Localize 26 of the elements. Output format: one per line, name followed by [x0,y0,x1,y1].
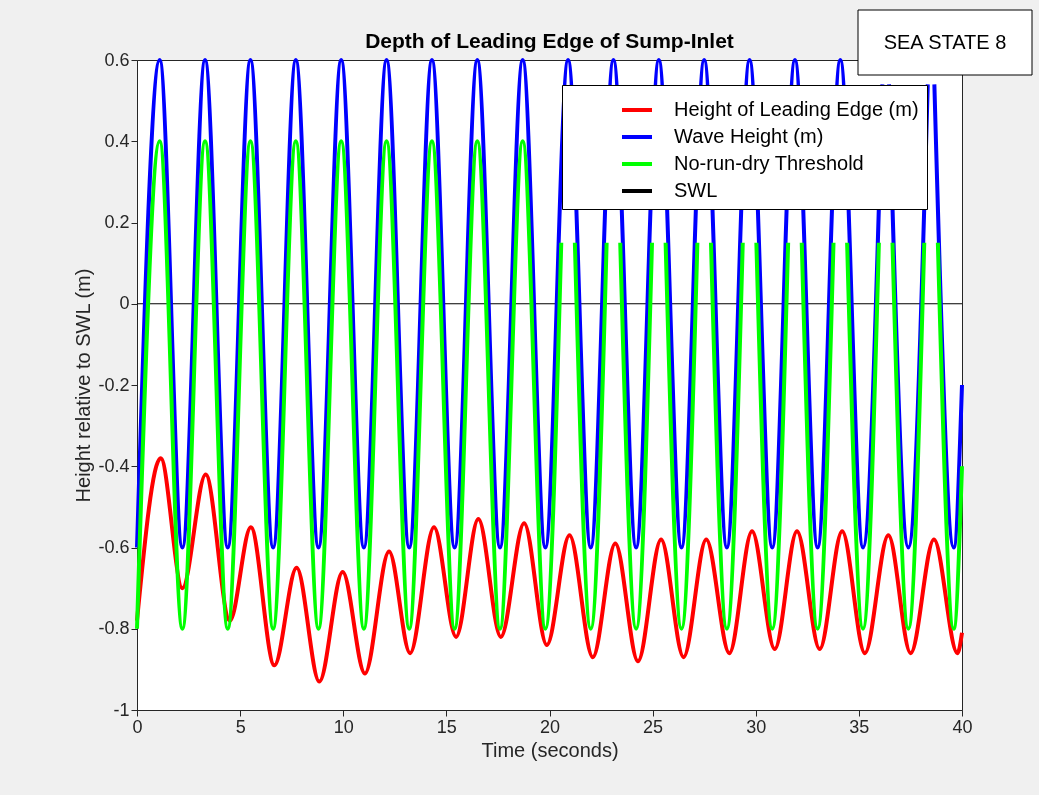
x-tick-label: 40 [952,716,973,737]
y-tick-label: -0.6 [98,537,130,557]
x-tick-label: 25 [643,716,664,737]
x-axis-title: Time (seconds) [481,738,619,761]
x-tick-label: 35 [849,716,870,737]
legend-label: Wave Height (m) [674,125,824,147]
x-tick-label: 30 [746,716,767,737]
x-tick-label: 10 [333,716,354,737]
y-tick-label: 0 [119,293,130,314]
x-tick-label: 15 [436,716,457,737]
y-tick-label: 0.4 [104,130,130,151]
y-tick-label: 0.6 [104,49,130,70]
y-tick-label: -1 [113,699,130,720]
legend-label: SWL [674,179,718,201]
x-tick-label: 20 [539,716,561,737]
chart-title: Depth of Leading Edge of Sump-Inlet [365,29,734,52]
legend-label: Height of Leading Edge (m) [674,98,919,120]
y-tick-label: -0.2 [98,374,130,395]
y-tick-label: -0.8 [98,618,130,639]
legend-label: No-run-dry Threshold [674,152,864,174]
x-tick-label: 5 [235,716,246,737]
y-tick-label: 0.2 [104,212,130,232]
text: SEA STATE 8 [883,31,1007,53]
x-tick-label: 0 [132,716,143,737]
y-tick-label: -0.4 [98,455,130,476]
y-axis-title: Height relative to SWL (m) [72,268,95,503]
